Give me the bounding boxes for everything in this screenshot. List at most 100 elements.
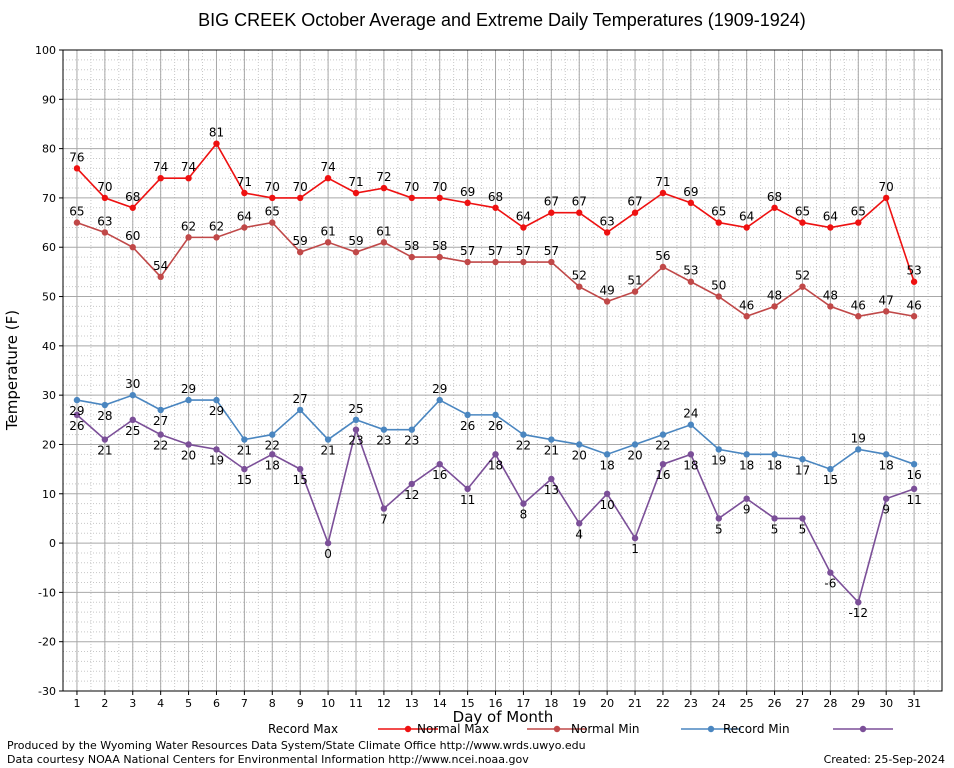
record-max-data-label: 74: [181, 160, 196, 174]
x-tick-label: 22: [656, 697, 670, 710]
record-min-data-label: 0: [324, 547, 332, 561]
record-min-point: [855, 599, 862, 606]
normal-min-point: [129, 391, 136, 399]
x-tick-label: 8: [269, 697, 276, 710]
normal-min-data-label: 21: [320, 444, 335, 458]
normal-max-point: [827, 303, 834, 310]
record-min-point: [743, 495, 750, 502]
record-max-point: [213, 140, 220, 147]
record-max-point: [101, 194, 109, 202]
record-min-data-label: 16: [432, 468, 447, 482]
x-tick-label: 1: [73, 697, 80, 710]
record-min-data-label: 7: [380, 513, 388, 527]
x-tick-label: 18: [544, 697, 558, 710]
normal-max-data-label: 56: [655, 249, 670, 263]
normal-min-point: [352, 416, 360, 424]
record-min-point: [241, 465, 248, 473]
record-min-point: [492, 451, 499, 458]
normal-max-data-label: 48: [767, 288, 782, 302]
record-min-data-label: -12: [848, 606, 868, 620]
record-min-data-label: 11: [460, 493, 475, 507]
plot-frame: [62, 49, 943, 692]
record-min-data-label: 26: [69, 419, 84, 433]
normal-min-data-label: 24: [683, 407, 698, 421]
x-tick-label: 14: [433, 697, 447, 710]
record-min-point: [631, 534, 639, 542]
legend-label-normal-min: Normal Min: [571, 722, 640, 736]
record-min-point: [213, 446, 220, 453]
y-tick-label: 10: [42, 488, 56, 501]
normal-min-point: [241, 436, 248, 443]
record-max-data-label: 69: [683, 185, 698, 199]
record-max-point: [631, 209, 639, 216]
normal-min-point: [492, 411, 499, 419]
record-min-point: [687, 451, 695, 458]
record-max-data-label: 64: [516, 210, 531, 224]
record-max-point: [799, 219, 806, 226]
record-min-point: [799, 515, 806, 522]
record-min-data-label: 25: [125, 424, 140, 438]
record-max-data-label: 72: [376, 170, 391, 184]
x-tick-label: 19: [572, 697, 586, 710]
normal-min-data-label: 19: [851, 431, 866, 445]
record-min-data-label: 5: [799, 522, 807, 536]
normal-min-point: [771, 451, 778, 458]
record-min-point: [520, 500, 527, 507]
normal-max-data-label: 57: [544, 244, 559, 258]
normal-max-data-label: 52: [572, 269, 587, 283]
record-max-point: [241, 189, 248, 197]
normal-min-data-label: 16: [906, 468, 921, 482]
created-date: Created: 25-Sep-2024: [823, 753, 945, 766]
record-min-point: [101, 436, 109, 443]
normal-min-data-label: 23: [376, 434, 391, 448]
normal-min-point: [855, 446, 862, 453]
x-tick-label: 26: [768, 697, 782, 710]
record-max-data-label: 70: [879, 180, 894, 194]
x-tick-label: 15: [461, 697, 475, 710]
record-min-point: [157, 431, 164, 438]
normal-min-point: [743, 451, 750, 458]
record-min-point: [576, 520, 583, 527]
normal-min-data-label: 22: [655, 439, 670, 453]
normal-min-data-label: 30: [125, 377, 140, 391]
normal-min-point: [603, 451, 611, 458]
y-axis-ticks: -30 -20 -10 0 10 20 30 40 50 60 70 80 90 100: [35, 44, 63, 698]
normal-min-data-label: 21: [237, 444, 252, 458]
record-min-data-label: 5: [715, 522, 723, 536]
normal-min-data-label: 18: [767, 458, 782, 472]
y-tick-label: 30: [42, 389, 56, 402]
record-min-point: [464, 485, 471, 493]
record-max-data-label: 70: [293, 180, 308, 194]
legend-marker-normal-max: [553, 725, 561, 733]
record-max-data-label: 65: [851, 205, 866, 219]
record-max-point: [436, 194, 443, 202]
record-max-data-label: 65: [795, 205, 810, 219]
chart-title: BIG CREEK October Average and Extreme Da…: [198, 10, 806, 30]
record-min-data-label: 15: [293, 473, 308, 487]
y-tick-label: -10: [38, 586, 56, 599]
normal-max-point: [408, 253, 416, 261]
normal-max-data-label: 52: [795, 269, 810, 283]
record-max-data-label: 70: [97, 180, 112, 194]
record-max-data-label: 71: [655, 175, 670, 189]
x-axis-ticks: 1 2 3 4 5 6 7 8 9 10 11 12 13 14 15 16 17 18 19 20 21 22 23 24 2…: [73, 691, 921, 710]
normal-max-data-label: 63: [97, 214, 112, 228]
y-tick-label: 60: [42, 241, 56, 254]
record-min-point: [324, 539, 332, 547]
record-max-data-label: 53: [906, 264, 921, 278]
normal-max-point: [324, 239, 332, 246]
record-max-data-label: 69: [460, 185, 475, 199]
record-min-data-label: 5: [771, 522, 779, 536]
normal-min-point: [715, 446, 722, 453]
x-axis-label: Day of Month: [453, 708, 554, 726]
normal-max-data-label: 59: [348, 234, 363, 248]
normal-max-point: [73, 219, 81, 226]
normal-min-point: [324, 436, 332, 443]
x-tick-label: 31: [907, 697, 921, 710]
y-tick-label: 100: [35, 44, 56, 57]
record-max-point: [576, 209, 583, 216]
x-tick-label: 28: [823, 697, 837, 710]
x-tick-label: 5: [185, 697, 192, 710]
record-max-data-label: 67: [627, 195, 642, 209]
